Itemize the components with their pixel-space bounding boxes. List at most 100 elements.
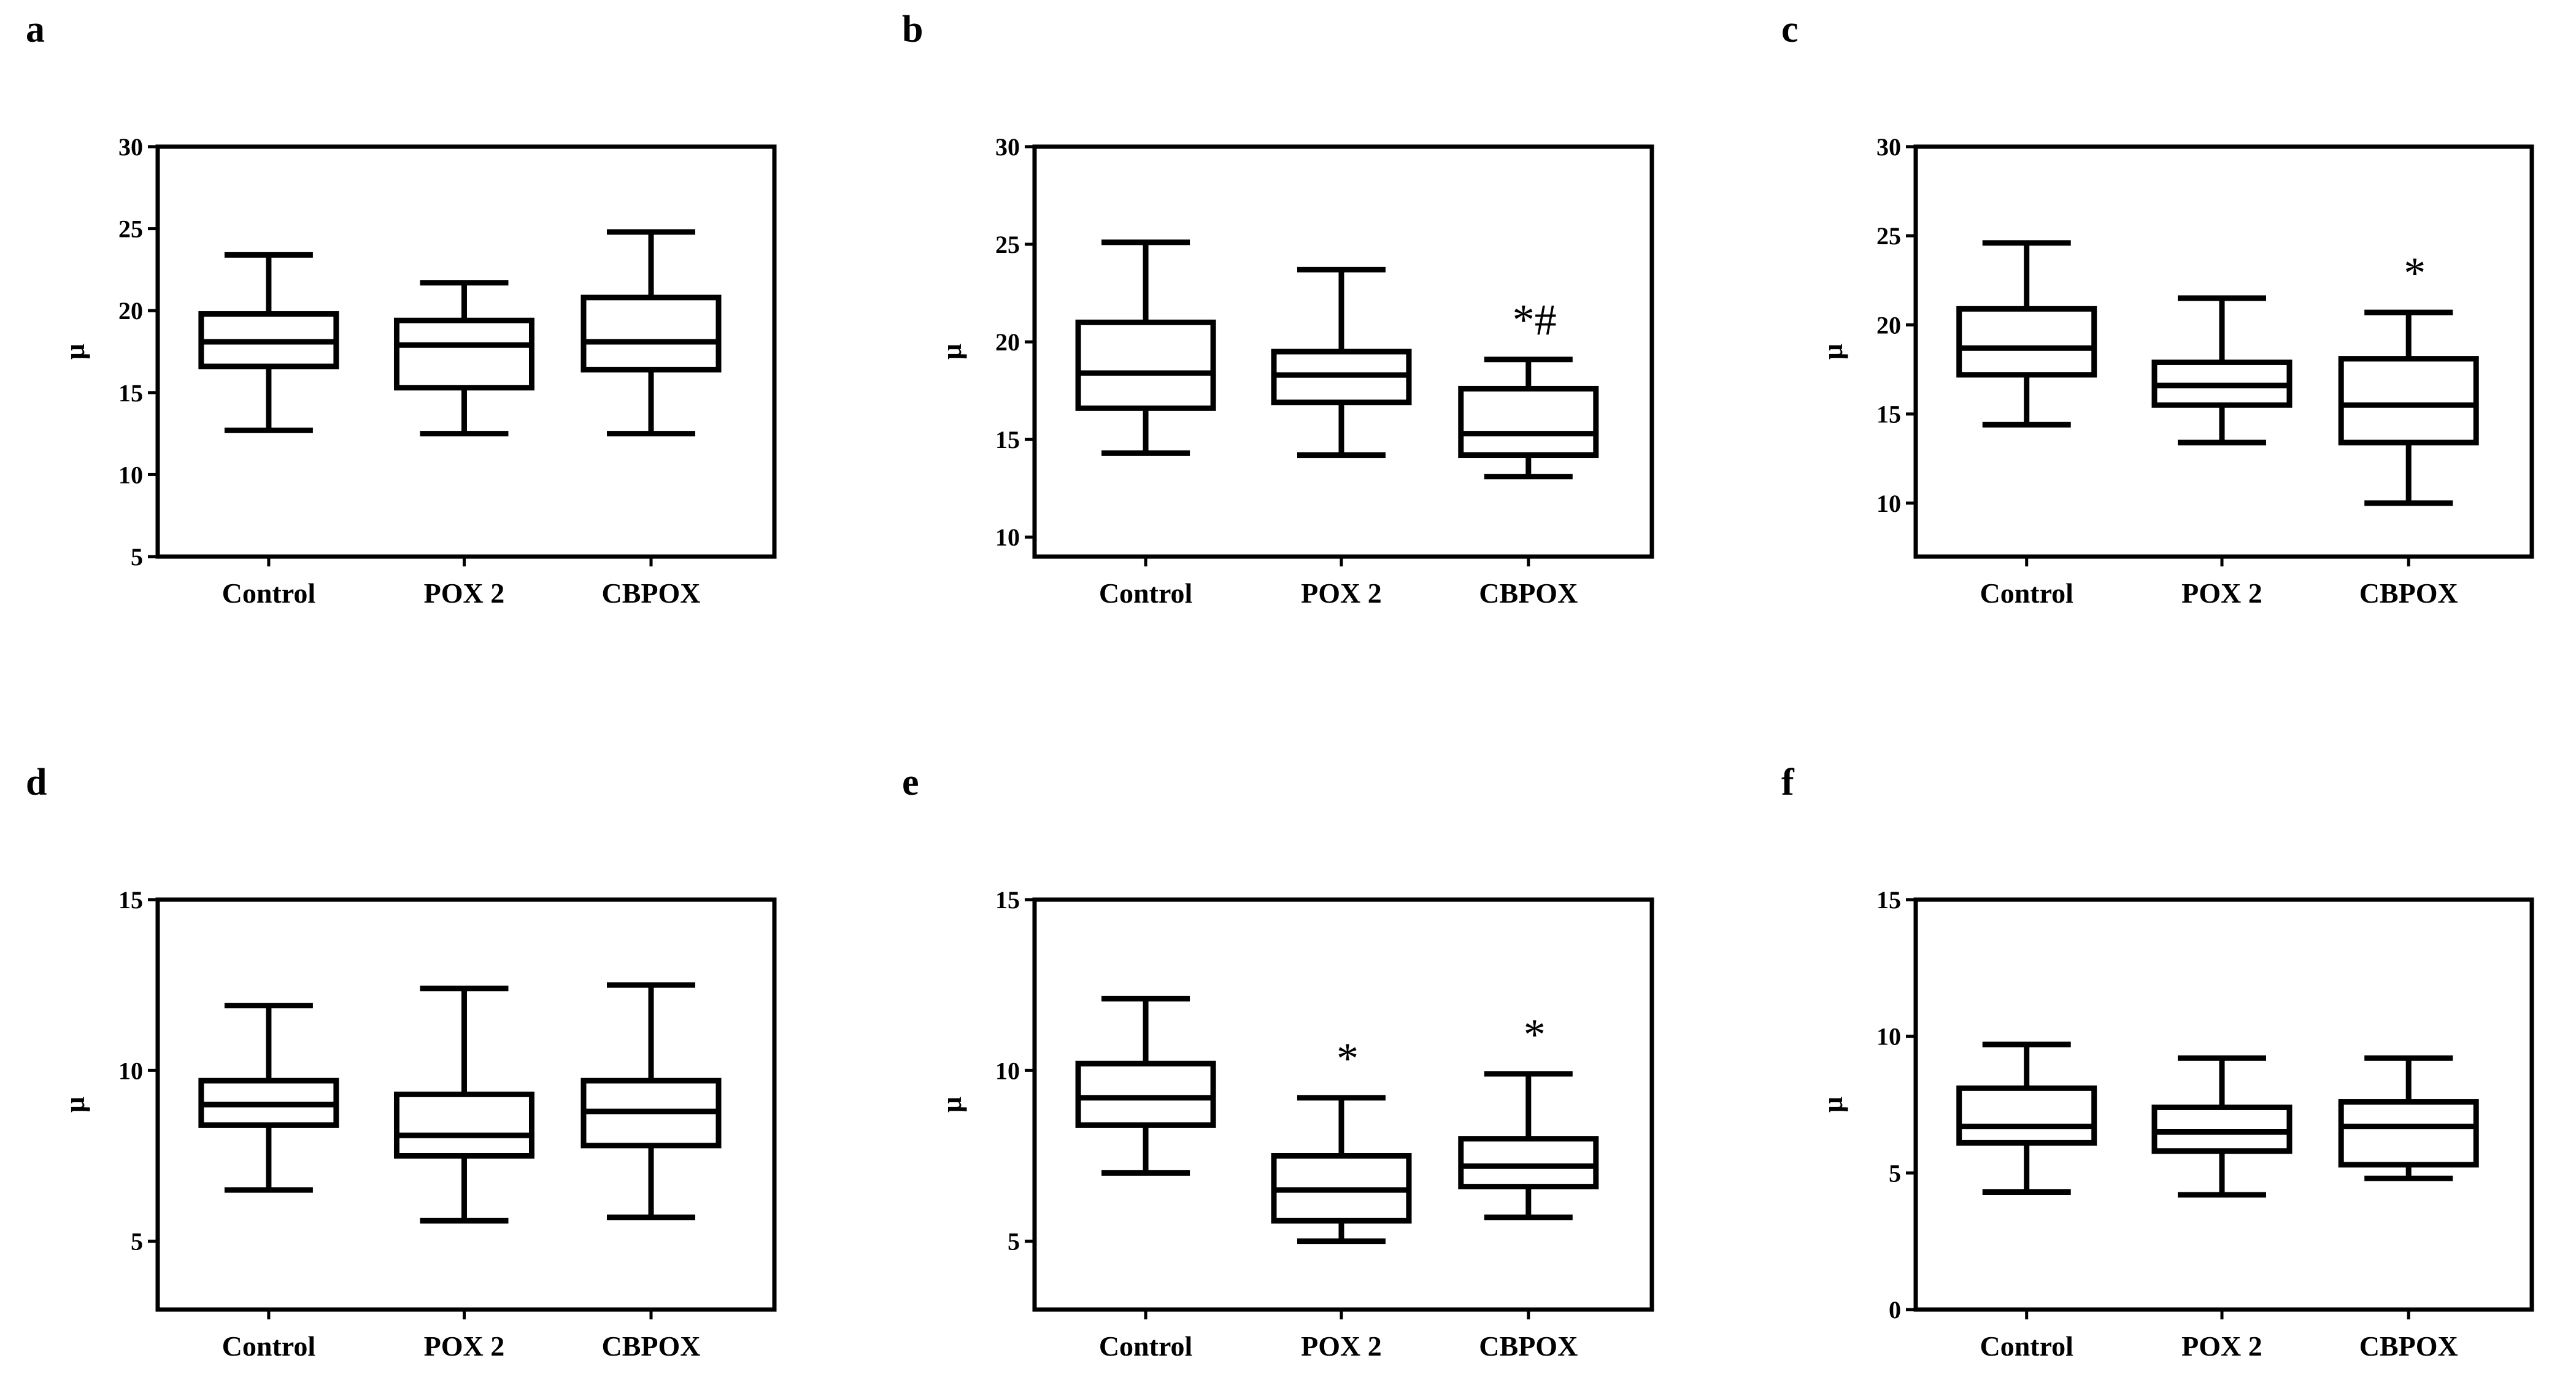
x-tick-label: CBPOX: [1479, 577, 1578, 609]
significance-marker: *#: [1513, 296, 1557, 345]
y-tick-label: 5: [131, 1228, 143, 1256]
y-tick-label: 25: [118, 215, 143, 243]
panel-label: a: [26, 9, 45, 50]
box-control: [1956, 240, 2097, 428]
iqr-box: [393, 317, 534, 391]
iqr-box: [1075, 319, 1216, 411]
x-tick-label: POX 2: [1301, 577, 1382, 609]
y-tick-label: 20: [995, 328, 1020, 356]
box-pox-2: *: [1271, 1034, 1412, 1245]
significance-marker: *: [2404, 249, 2426, 298]
iqr-box: [2338, 1099, 2479, 1168]
panel-label: d: [26, 762, 47, 803]
box-cbpox: [580, 229, 722, 437]
y-tick-label: 5: [1008, 1228, 1020, 1256]
y-axis-label: μ: [936, 1097, 967, 1113]
box-control: [1075, 239, 1216, 456]
panel-label: e: [902, 762, 919, 803]
y-axis-label: μ: [59, 344, 90, 360]
y-axis-label: μ: [1817, 1097, 1848, 1113]
plot-frame: [1032, 897, 1654, 1312]
box-cbpox: *: [2338, 249, 2479, 506]
y-axis-label: μ: [1817, 344, 1848, 360]
panel-f: f 0 5 10 15 μ Control POX 2 CBPOX: [1781, 762, 2534, 1362]
y-tick-label: 20: [1876, 311, 1901, 339]
box-cbpox: [580, 982, 722, 1221]
y-tick-label: 10: [118, 461, 143, 488]
box-control: [198, 1003, 339, 1193]
y-tick-label: 10: [118, 1057, 143, 1084]
x-tick-label: CBPOX: [602, 1330, 701, 1362]
y-tick-label: 30: [1876, 133, 1901, 161]
x-tick-label: Control: [1099, 1330, 1193, 1362]
panel-b: b 10 15 20 25 30 μ Control POX 2 CBPOX *#: [902, 9, 1654, 609]
x-tick-label: POX 2: [424, 577, 505, 609]
y-tick-label: 15: [118, 886, 143, 914]
y-tick-label: 0: [1889, 1296, 1901, 1324]
panel-label: b: [902, 9, 923, 50]
panel-a: a 5 10 15 20 25 30 μ Control POX 2 CBPOX: [26, 9, 777, 609]
y-tick-label: 25: [1876, 222, 1901, 250]
y-tick-label: 10: [1876, 490, 1901, 517]
y-tick-label: 15: [1876, 401, 1901, 428]
x-tick-label: Control: [1980, 577, 2073, 609]
plot-frame: [1032, 144, 1654, 559]
y-axis-label: μ: [936, 344, 967, 360]
x-tick-label: Control: [222, 1330, 316, 1362]
y-tick-label: 5: [131, 543, 143, 571]
y-tick-label: 15: [1876, 886, 1901, 914]
y-tick-label: 20: [118, 297, 143, 325]
panel-d: d 5 10 15 μ Control POX 2 CBPOX: [26, 762, 777, 1362]
y-axis-label: μ: [59, 1097, 90, 1113]
box-control: [1075, 995, 1216, 1176]
box-pox-2: [1271, 266, 1412, 458]
x-tick-label: CBPOX: [2359, 577, 2458, 609]
y-tick-label: 30: [118, 133, 143, 161]
box-control: [1956, 1041, 2097, 1195]
x-tick-label: POX 2: [2181, 577, 2262, 609]
iqr-box: [2338, 356, 2479, 446]
y-tick-label: 15: [118, 379, 143, 407]
y-tick-label: 10: [995, 1057, 1020, 1084]
x-tick-label: Control: [1980, 1330, 2073, 1362]
y-tick-label: 15: [995, 426, 1020, 453]
panel-e: e 5 10 15 μ Control POX 2 CBPOX * *: [902, 762, 1654, 1362]
y-tick-label: 25: [995, 231, 1020, 258]
y-tick-label: 5: [1889, 1159, 1901, 1187]
significance-marker: *: [1524, 1010, 1546, 1059]
iqr-box: [1956, 1085, 2097, 1146]
x-tick-label: POX 2: [1301, 1330, 1382, 1362]
x-tick-label: Control: [1099, 577, 1193, 609]
plot-frame: [155, 897, 777, 1312]
plot-frame: [1913, 897, 2534, 1312]
plot-frame: [155, 144, 777, 559]
panel-label: f: [1781, 762, 1795, 803]
iqr-box: [1956, 306, 2097, 378]
box-control: [198, 252, 339, 433]
significance-marker: *: [1336, 1034, 1359, 1083]
y-tick-label: 10: [995, 523, 1020, 551]
x-tick-label: POX 2: [424, 1330, 505, 1362]
iqr-box: [1075, 1060, 1216, 1128]
y-tick-label: 30: [995, 133, 1020, 161]
x-tick-label: POX 2: [2181, 1330, 2262, 1362]
box-cbpox: *#: [1458, 296, 1599, 480]
box-pox-2: [2151, 1055, 2293, 1198]
x-tick-label: CBPOX: [2359, 1330, 2458, 1362]
box-pox-2: [2151, 295, 2293, 446]
box-pox-2: [393, 280, 534, 437]
panel-label: c: [1781, 9, 1799, 50]
iqr-box: [1458, 1136, 1599, 1190]
panel-c: c 10 15 20 25 30 μ Control POX 2 CBPOX *: [1781, 9, 2534, 609]
y-tick-label: 10: [1876, 1023, 1901, 1051]
box-cbpox: *: [1458, 1010, 1599, 1221]
iqr-box: [393, 1091, 534, 1159]
box-cbpox: [2338, 1055, 2479, 1181]
iqr-box: [1458, 385, 1599, 458]
iqr-box: [580, 295, 722, 372]
plot-frame: [1913, 144, 2534, 559]
x-tick-label: Control: [222, 577, 316, 609]
y-tick-label: 15: [995, 886, 1020, 914]
x-tick-label: CBPOX: [1479, 1330, 1578, 1362]
